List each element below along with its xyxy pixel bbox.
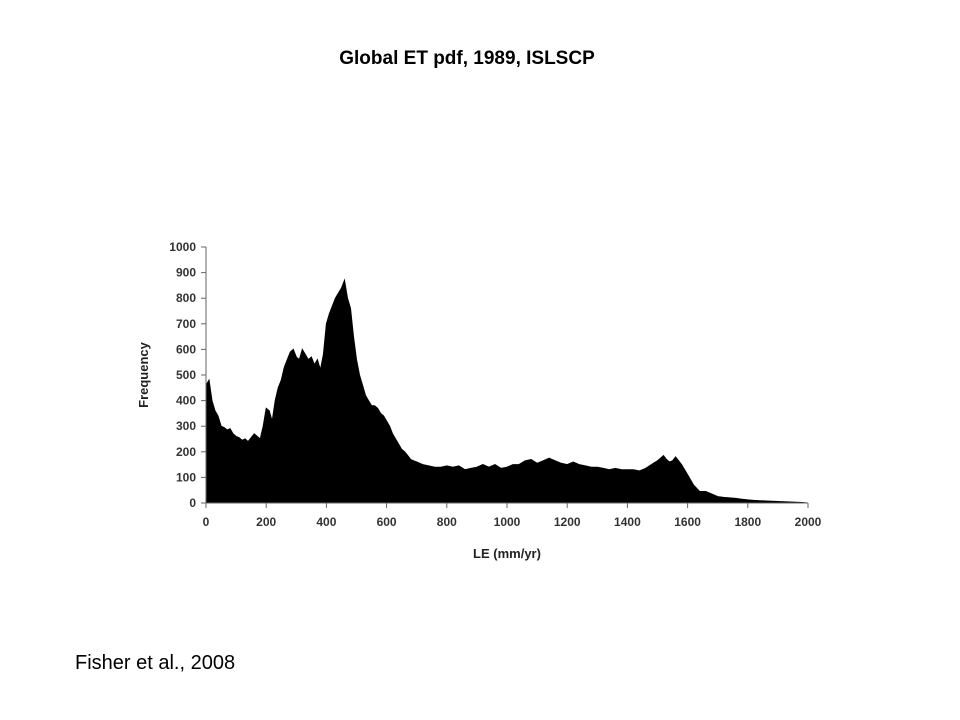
y-axis-label: Frequency xyxy=(136,341,151,408)
y-tick-label: 400 xyxy=(176,394,196,408)
y-tick-label: 100 xyxy=(176,470,196,484)
citation-text: Fisher et al., 2008 xyxy=(75,652,236,674)
x-tick-label: 200 xyxy=(256,515,276,529)
x-tick-label: 0 xyxy=(203,515,210,529)
slide-title: Global ET pdf, 1989, ISLSCP xyxy=(339,48,595,69)
y-tick-label: 700 xyxy=(176,317,196,331)
y-tick-label: 600 xyxy=(176,342,196,356)
y-tick-label: 1000 xyxy=(169,240,196,254)
y-tick-label: 200 xyxy=(176,445,196,459)
y-tick-label: 500 xyxy=(176,368,196,382)
x-tick-label: 1200 xyxy=(554,515,581,529)
y-tick-label: 900 xyxy=(176,266,196,280)
x-tick-label: 800 xyxy=(437,515,457,529)
x-tick-label: 1400 xyxy=(614,515,641,529)
x-tick-label: 1000 xyxy=(494,515,521,529)
x-tick-label: 2000 xyxy=(795,515,822,529)
x-tick-label: 600 xyxy=(377,515,397,529)
y-tick-label: 300 xyxy=(176,419,196,433)
x-tick-label: 1600 xyxy=(674,515,701,529)
y-tick-label: 800 xyxy=(176,291,196,305)
x-axis-label: LE (mm/yr) xyxy=(473,546,541,561)
y-ticks: 0 100 200 300 400 500 600 700 800 900 1000 xyxy=(169,240,206,510)
x-ticks: 0 200 400 600 800 1000 1200 1400 1600 1800 2000 xyxy=(203,503,822,529)
x-tick-label: 1800 xyxy=(734,515,761,529)
frequency-area xyxy=(205,278,809,504)
y-tick-label: 0 xyxy=(189,496,196,510)
x-tick-label: 400 xyxy=(316,515,336,529)
